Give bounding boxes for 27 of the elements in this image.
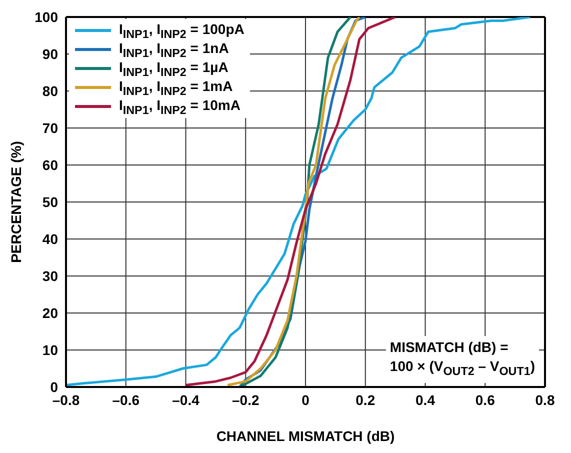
x-tick-label: 0.4 [416,392,436,408]
y-axis-title: PERCENTAGE (%) [8,141,24,263]
y-tick-label: 30 [42,268,58,284]
y-tick-label: 50 [42,194,58,210]
x-tick-label: –0.4 [172,392,200,408]
legend-label: I$_{INP1}$, I$_{INP2}$ = 10mA [119,96,240,116]
x-tick-label: 0.8 [535,392,555,408]
y-tick-label: 60 [42,156,58,173]
x-tick-label: –0.2 [232,392,260,408]
y-tick-label: 100 [34,8,58,25]
annotation: MISMATCH (dB) = [390,338,510,358]
legend-label: I$_{INP1}$, I$_{INP2}$ = 100pA [119,20,244,40]
x-tick-label: 0 [302,392,310,408]
annotation: 100 × (V$_{OUT2}$ – V$_{OUT1}$) [390,357,535,380]
x-axis-title: CHANNEL MISMATCH (dB) [216,428,395,444]
x-tick-label: 0.6 [475,392,496,408]
y-tick-label: 40 [42,230,58,247]
legend-label: I$_{INP1}$, I$_{INP2}$ = 1nA [119,40,229,60]
y-tick-label: 80 [42,82,58,99]
x-tick-label: –0.6 [112,392,140,408]
y-tick-label: 20 [42,304,58,321]
y-tick-label: 70 [42,120,58,136]
legend-label: I$_{INP1}$, I$_{INP2}$ = 1mA [119,78,233,98]
x-tick-label: 0.2 [356,392,376,408]
y-tick-label: 10 [42,342,58,358]
y-tick-label: 90 [42,46,58,62]
legend-label: I$_{INP1}$, I$_{INP2}$ = 1µA [119,58,228,78]
